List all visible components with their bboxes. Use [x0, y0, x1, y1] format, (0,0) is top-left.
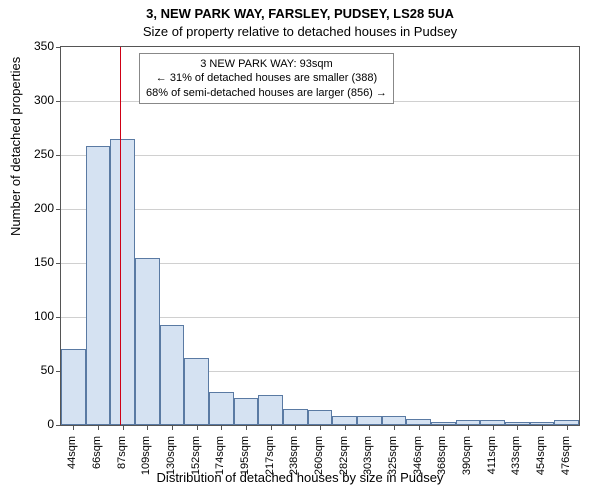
- xtick-mark: [493, 425, 494, 430]
- annotation-line-2: ← 31% of detached houses are smaller (38…: [146, 71, 387, 85]
- xtick-mark: [419, 425, 420, 430]
- ytick-mark: [56, 101, 61, 102]
- chart-title-main: 3, NEW PARK WAY, FARSLEY, PUDSEY, LS28 5…: [0, 6, 600, 21]
- xtick-label: 66sqm: [91, 436, 103, 496]
- xtick-label: 303sqm: [362, 436, 374, 496]
- xtick-label: 109sqm: [140, 436, 152, 496]
- chart-title-sub: Size of property relative to detached ho…: [0, 24, 600, 39]
- property-size-chart: 3, NEW PARK WAY, FARSLEY, PUDSEY, LS28 5…: [0, 0, 600, 500]
- ytick-label: 350: [14, 39, 54, 53]
- xtick-label: 454sqm: [535, 436, 547, 496]
- xtick-label: 238sqm: [288, 436, 300, 496]
- ytick-label: 300: [14, 93, 54, 107]
- xtick-mark: [542, 425, 543, 430]
- histogram-bar: [332, 416, 357, 425]
- ytick-label: 150: [14, 255, 54, 269]
- xtick-mark: [295, 425, 296, 430]
- xtick-mark: [517, 425, 518, 430]
- xtick-mark: [443, 425, 444, 430]
- ytick-label: 100: [14, 309, 54, 323]
- xtick-label: 368sqm: [436, 436, 448, 496]
- ytick-label: 0: [14, 417, 54, 431]
- xtick-label: 390sqm: [461, 436, 473, 496]
- histogram-bar: [357, 416, 382, 425]
- ytick-label: 200: [14, 201, 54, 215]
- ytick-mark: [56, 209, 61, 210]
- ytick-label: 50: [14, 363, 54, 377]
- xtick-mark: [73, 425, 74, 430]
- histogram-bar: [382, 416, 407, 425]
- histogram-bar: [160, 325, 185, 425]
- xtick-mark: [246, 425, 247, 430]
- histogram-bar: [135, 258, 160, 425]
- xtick-label: 44sqm: [66, 436, 78, 496]
- histogram-bar: [209, 392, 234, 425]
- xtick-mark: [147, 425, 148, 430]
- xtick-mark: [98, 425, 99, 430]
- ytick-mark: [56, 317, 61, 318]
- plot-area: 3 NEW PARK WAY: 93sqm← 31% of detached h…: [60, 46, 580, 426]
- xtick-mark: [567, 425, 568, 430]
- xtick-mark: [172, 425, 173, 430]
- annotation-line-1: 3 NEW PARK WAY: 93sqm: [146, 57, 387, 71]
- gridline: [61, 209, 579, 210]
- annotation-line-3: 68% of semi-detached houses are larger (…: [146, 86, 387, 100]
- xtick-label: 217sqm: [264, 436, 276, 496]
- xtick-mark: [123, 425, 124, 430]
- ytick-mark: [56, 155, 61, 156]
- xtick-label: 411sqm: [486, 436, 498, 496]
- histogram-bar: [110, 139, 135, 425]
- xtick-label: 152sqm: [190, 436, 202, 496]
- xtick-label: 476sqm: [560, 436, 572, 496]
- histogram-bar: [283, 409, 308, 425]
- ytick-mark: [56, 425, 61, 426]
- property-marker-line: [120, 47, 121, 425]
- xtick-mark: [369, 425, 370, 430]
- xtick-label: 282sqm: [338, 436, 350, 496]
- histogram-bar: [308, 410, 333, 425]
- xtick-mark: [345, 425, 346, 430]
- histogram-bar: [86, 146, 111, 425]
- ytick-label: 250: [14, 147, 54, 161]
- histogram-bar: [258, 395, 283, 425]
- xtick-label: 87sqm: [116, 436, 128, 496]
- xtick-label: 433sqm: [510, 436, 522, 496]
- ytick-mark: [56, 47, 61, 48]
- xtick-mark: [468, 425, 469, 430]
- histogram-bar: [234, 398, 259, 425]
- annotation-box: 3 NEW PARK WAY: 93sqm← 31% of detached h…: [139, 53, 394, 104]
- histogram-bar: [184, 358, 209, 425]
- xtick-label: 260sqm: [313, 436, 325, 496]
- xtick-label: 174sqm: [214, 436, 226, 496]
- xtick-label: 346sqm: [412, 436, 424, 496]
- xtick-label: 130sqm: [165, 436, 177, 496]
- xtick-label: 325sqm: [387, 436, 399, 496]
- xtick-label: 195sqm: [239, 436, 251, 496]
- histogram-bar: [61, 349, 86, 425]
- xtick-mark: [221, 425, 222, 430]
- ytick-mark: [56, 263, 61, 264]
- xtick-mark: [197, 425, 198, 430]
- xtick-mark: [271, 425, 272, 430]
- xtick-mark: [320, 425, 321, 430]
- xtick-mark: [394, 425, 395, 430]
- gridline: [61, 155, 579, 156]
